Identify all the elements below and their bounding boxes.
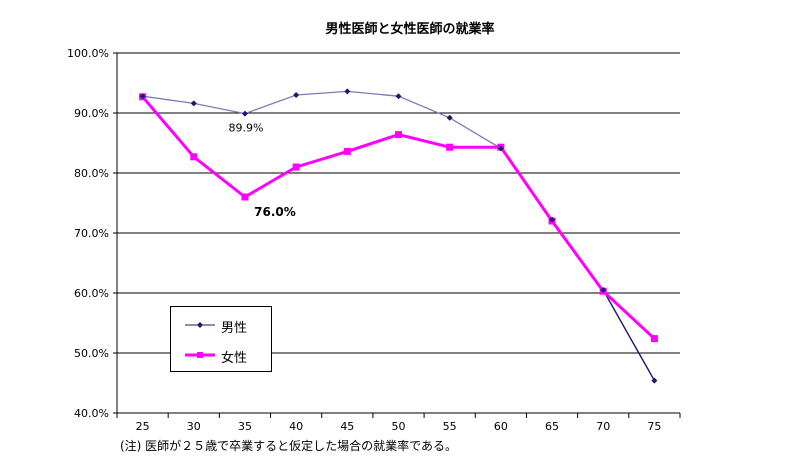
data-point-male [497,145,504,152]
x-tick-label: 45 [340,420,354,433]
data-point-male [446,114,453,121]
data-point-female [446,143,454,151]
legend-marker-male [185,322,215,328]
y-tick-label: 50.0% [74,347,109,360]
data-point-male [293,92,300,98]
legend-marker-female [185,352,215,358]
x-tick-label: 55 [443,420,457,433]
y-tick-label: 100.0% [67,47,109,60]
x-tick-label: 60 [494,420,508,433]
data-point-female [241,193,249,201]
data-point-male [549,216,556,223]
y-tick-label: 80.0% [74,167,109,180]
data-point-female [343,147,351,155]
data-point-female [292,163,300,171]
data-point-male [344,88,351,95]
x-tick-label: 40 [289,420,303,433]
data-point-male [190,100,197,107]
x-tick-label: 25 [136,420,150,433]
data-point-male [241,110,248,117]
y-tick-label: 70.0% [74,227,109,240]
data-point-female [650,335,658,343]
x-tick-label: 65 [545,420,559,433]
y-tick-label: 60.0% [74,287,109,300]
data-point-female [395,131,402,139]
legend-label-male: 男性 [221,321,248,336]
y-tick-label: 40.0% [74,407,109,420]
data-point-male [600,287,607,293]
x-tick-label: 70 [596,420,610,433]
x-tick-label: 30 [187,420,201,433]
data-point-male [395,93,402,100]
data-label-female-35: 76.0% [254,205,296,219]
data-point-male [651,377,658,384]
data-point-female [190,153,198,161]
series-line-male-tail [602,289,655,381]
data-label-male-35: 89.9% [228,122,263,135]
data-point-male [139,93,146,100]
x-tick-label: 75 [647,420,661,433]
legend: 男性 女性 [170,306,272,372]
x-tick-label: 50 [392,420,406,433]
y-tick-label: 90.0% [74,107,109,120]
footnote: (注) 医師が２５歳で卒業すると仮定した場合の就業率である。 [120,439,458,453]
legend-label-female: 女性 [221,351,248,366]
x-tick-label: 35 [238,420,252,433]
chart-title: 男性医師と女性医師の就業率 [325,22,495,37]
